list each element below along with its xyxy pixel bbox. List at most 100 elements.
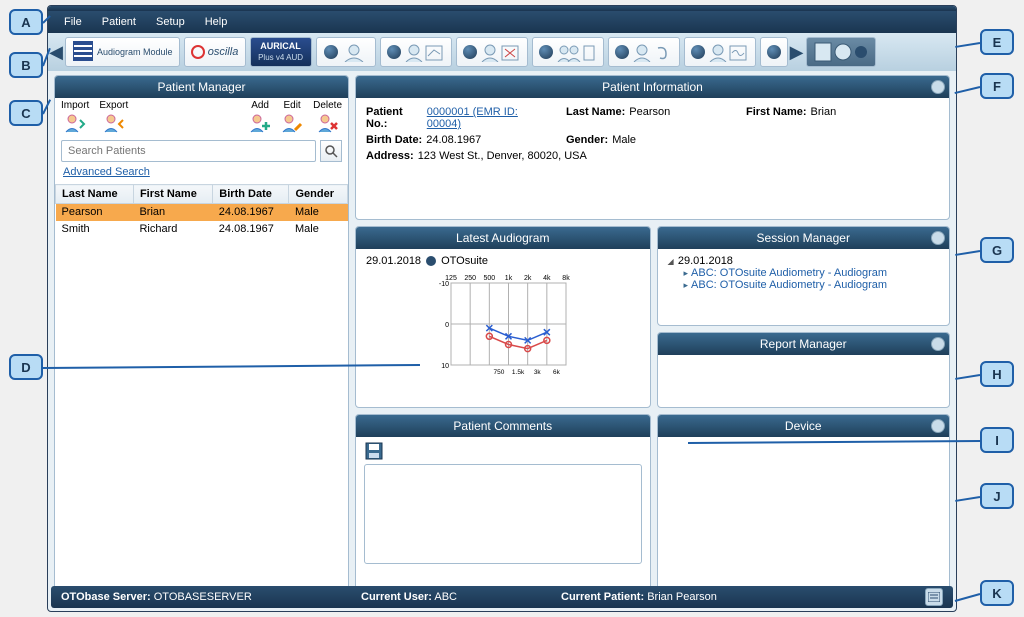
sphere-icon bbox=[387, 45, 401, 59]
toolbar-button-1[interactable] bbox=[316, 37, 376, 67]
pi-last-label: Last Name: bbox=[566, 106, 625, 118]
menu-setup[interactable]: Setup bbox=[146, 14, 195, 30]
audiogram-date: 29.01.2018 bbox=[366, 255, 421, 267]
svg-text:0: 0 bbox=[445, 322, 449, 329]
save-comments-button[interactable] bbox=[364, 441, 384, 461]
svg-text:750: 750 bbox=[494, 369, 505, 376]
two-person-icon bbox=[556, 42, 596, 62]
svg-text:1.5k: 1.5k bbox=[512, 369, 525, 376]
table-cell: Male bbox=[289, 204, 348, 221]
panel-title: Latest Audiogram bbox=[456, 231, 549, 245]
toolbar-button-2[interactable] bbox=[380, 37, 452, 67]
table-cell: Pearson bbox=[56, 204, 134, 221]
session-link[interactable]: ABC: OTOsuite Audiometry - Audiogram bbox=[668, 279, 940, 291]
svg-text:-10: -10 bbox=[439, 281, 449, 288]
import-icon bbox=[64, 112, 86, 134]
patient-number-link[interactable]: 0000001 (EMR ID: 00004) bbox=[427, 106, 546, 130]
svg-text:3k: 3k bbox=[534, 369, 542, 376]
import-button[interactable]: Import bbox=[61, 100, 89, 134]
toolbar-aurical-sub: Plus v4 AUD bbox=[258, 54, 303, 62]
toolbar-oscilla-label: oscilla bbox=[208, 46, 239, 58]
toolbar-oscilla-button[interactable]: oscilla bbox=[184, 37, 246, 67]
callout-line bbox=[955, 593, 981, 602]
toolbar: ◀ Audiogram Module oscilla AURICAL Plus … bbox=[48, 33, 956, 71]
table-row[interactable]: PearsonBrian24.08.1967Male bbox=[56, 204, 348, 221]
col-last[interactable]: Last Name bbox=[56, 185, 134, 204]
sphere-icon bbox=[691, 45, 705, 59]
toolbar-audiogram-module-button[interactable]: Audiogram Module bbox=[65, 37, 180, 67]
table-row[interactable]: SmithRichard24.08.1967Male bbox=[56, 221, 348, 238]
toolbar-preview-button[interactable] bbox=[806, 37, 876, 67]
toolbar-button-3[interactable] bbox=[456, 37, 528, 67]
export-button[interactable]: Export bbox=[99, 100, 128, 134]
callout-line bbox=[955, 42, 980, 48]
person-x-icon bbox=[480, 42, 520, 62]
export-icon bbox=[103, 112, 125, 134]
pi-birth-label: Birth Date: bbox=[366, 134, 422, 146]
table-cell: 24.08.1967 bbox=[213, 204, 289, 221]
status-keyboard-button[interactable] bbox=[925, 588, 943, 606]
comments-body bbox=[356, 437, 650, 576]
patient-info-header: Patient Information bbox=[356, 76, 949, 98]
status-server-value: OTOBASESERVER bbox=[154, 591, 252, 603]
toolbar-button-7[interactable] bbox=[760, 37, 788, 67]
latest-audiogram-panel: Latest Audiogram 29.01.2018 OTOsuite 125… bbox=[355, 226, 651, 408]
edit-icon bbox=[281, 112, 303, 134]
nav-prev-button[interactable]: ◀ bbox=[51, 37, 61, 67]
patient-manager-header: Patient Manager bbox=[55, 76, 348, 98]
panel-collapse-button[interactable] bbox=[931, 231, 945, 245]
col-birth[interactable]: Birth Date bbox=[213, 185, 289, 204]
toolbar-button-5[interactable] bbox=[608, 37, 680, 67]
pi-no-label: Patient No.: bbox=[366, 106, 423, 130]
status-patient-value: Brian Pearson bbox=[647, 591, 717, 603]
toolbar-button-6[interactable] bbox=[684, 37, 756, 67]
status-server-label: OTObase Server: bbox=[61, 591, 151, 603]
patient-info-panel: Patient Information Patient No.: 0000001… bbox=[355, 75, 950, 220]
patient-info-body: Patient No.: 0000001 (EMR ID: 00004) Las… bbox=[356, 98, 949, 174]
menu-help[interactable]: Help bbox=[195, 14, 238, 30]
report-manager-panel: Report Manager bbox=[657, 332, 951, 408]
menu-file[interactable]: File bbox=[54, 14, 92, 30]
add-label: Add bbox=[251, 100, 269, 111]
session-link[interactable]: ABC: OTOsuite Audiometry - Audiogram bbox=[668, 267, 940, 279]
nav-next-button[interactable]: ▶ bbox=[792, 37, 802, 67]
delete-button[interactable]: Delete bbox=[313, 100, 342, 134]
callout-label-I: I bbox=[980, 427, 1014, 453]
person-chart-icon bbox=[404, 42, 444, 62]
pi-last-value: Pearson bbox=[629, 106, 670, 118]
pi-first-value: Brian bbox=[811, 106, 837, 118]
session-manager-header: Session Manager bbox=[658, 227, 950, 249]
menu-patient[interactable]: Patient bbox=[92, 14, 146, 30]
svg-text:10: 10 bbox=[441, 363, 449, 370]
panel-collapse-button[interactable] bbox=[931, 419, 945, 433]
toolbar-button-4[interactable] bbox=[532, 37, 604, 67]
session-date[interactable]: 29.01.2018 bbox=[668, 255, 940, 267]
add-button[interactable]: Add bbox=[249, 100, 271, 134]
patient-comments-header: Patient Comments bbox=[356, 415, 650, 437]
search-button[interactable] bbox=[320, 140, 342, 162]
audiogram-chart: 1252505001k2k4k8k-100107501.5k3k6k bbox=[366, 267, 640, 388]
callout-label-K: K bbox=[980, 580, 1014, 606]
comments-textarea[interactable] bbox=[364, 464, 642, 564]
report-manager-header: Report Manager bbox=[658, 333, 950, 355]
edit-button[interactable]: Edit bbox=[281, 100, 303, 134]
svg-text:1k: 1k bbox=[505, 275, 513, 282]
panel-collapse-button[interactable] bbox=[931, 337, 945, 351]
status-bar: OTObase Server: OTOBASESERVER Current Us… bbox=[51, 586, 953, 608]
search-patients-input[interactable] bbox=[61, 140, 316, 162]
advanced-search-link[interactable]: Advanced Search bbox=[55, 164, 348, 184]
toolbar-aurical-button[interactable]: AURICAL Plus v4 AUD bbox=[250, 37, 312, 67]
keyboard-icon bbox=[928, 592, 940, 602]
patient-manager-panel: Patient Manager Import Export bbox=[54, 75, 349, 594]
pm-toolbar: Import Export Add bbox=[55, 98, 348, 134]
stripes-icon bbox=[72, 40, 94, 64]
callout-label-D: D bbox=[9, 354, 43, 380]
pi-address-value: 123 West St., Denver, 80020, USA bbox=[418, 150, 587, 162]
panel-title: Session Manager bbox=[757, 231, 850, 245]
source-icon bbox=[425, 255, 437, 267]
callout-label-J: J bbox=[980, 483, 1014, 509]
col-first[interactable]: First Name bbox=[133, 185, 212, 204]
col-gender[interactable]: Gender bbox=[289, 185, 348, 204]
person-wave-icon bbox=[708, 42, 748, 62]
panel-collapse-button[interactable] bbox=[931, 80, 945, 94]
